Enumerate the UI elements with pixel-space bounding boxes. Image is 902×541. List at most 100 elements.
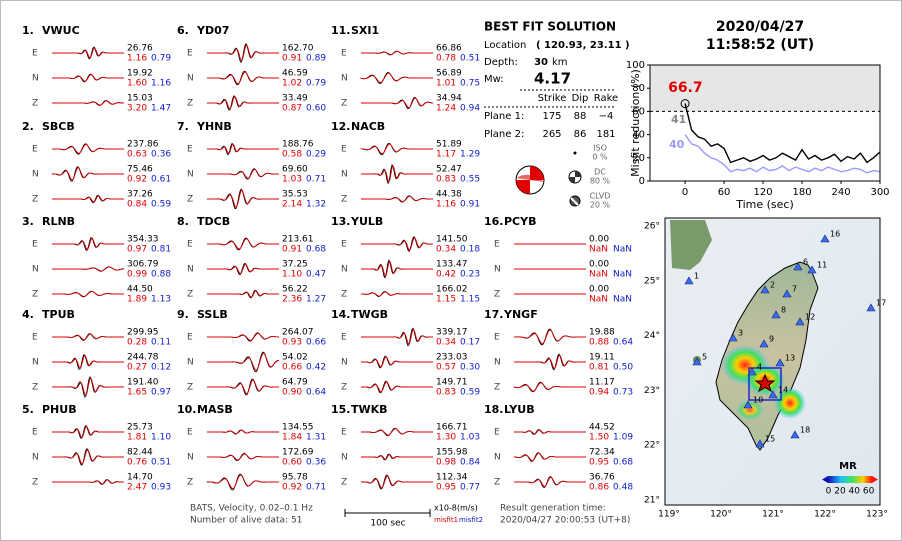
colorbar-labels: 0 20 40 60 bbox=[826, 487, 875, 497]
station-name: YHNB bbox=[196, 120, 232, 133]
component-label: N bbox=[494, 453, 501, 463]
station-marker bbox=[775, 358, 785, 367]
amplitude: 172.69 bbox=[282, 448, 314, 458]
misfit1: 0.34 bbox=[436, 338, 456, 348]
component-label: N bbox=[32, 453, 39, 463]
misfit1: 0.99 bbox=[127, 270, 147, 280]
plane-label: Plane 1: bbox=[484, 111, 524, 122]
component-label: Z bbox=[494, 290, 500, 300]
misfit2: 0.11 bbox=[151, 338, 171, 348]
solution-title: BEST FIT SOLUTION bbox=[484, 20, 616, 34]
amplitude: 25.73 bbox=[127, 423, 153, 433]
misfit1: 1.65 bbox=[127, 388, 147, 398]
amplitude: 0.00 bbox=[589, 235, 609, 245]
component-label: N bbox=[32, 358, 39, 368]
misfit1: 0.58 bbox=[282, 150, 302, 160]
waveform-synthetic bbox=[52, 449, 124, 465]
misfit2: 0.71 bbox=[306, 175, 326, 185]
component-label: Z bbox=[341, 99, 347, 109]
amplitude: 44.52 bbox=[589, 423, 615, 433]
component-label: N bbox=[187, 358, 194, 368]
misfit2: 0.51 bbox=[460, 54, 480, 64]
station-id: 1. bbox=[22, 24, 34, 37]
component-label: Z bbox=[187, 290, 193, 300]
misfit1: 0.93 bbox=[282, 338, 302, 348]
misfit2: 0.59 bbox=[460, 388, 480, 398]
misfit2: 1.10 bbox=[151, 433, 171, 443]
station-id: 7. bbox=[177, 120, 189, 133]
amplitude: 112.34 bbox=[436, 473, 468, 483]
component-label: N bbox=[341, 170, 348, 180]
waveform-synthetic bbox=[360, 72, 433, 83]
misfit2: 0.79 bbox=[306, 79, 326, 89]
component-label: E bbox=[494, 240, 500, 250]
amplitude: 299.95 bbox=[127, 328, 159, 338]
station-number: 12 bbox=[805, 313, 815, 322]
best-marker bbox=[680, 99, 690, 109]
component-label: Z bbox=[187, 383, 193, 393]
station-id: 8. bbox=[177, 215, 189, 228]
x-tick-label: 240 bbox=[831, 187, 850, 198]
waveform-synthetic bbox=[361, 428, 433, 436]
component-label: Z bbox=[341, 478, 347, 488]
x-tick-label: 120 bbox=[754, 187, 773, 198]
misfit1: 0.94 bbox=[589, 388, 609, 398]
amplitude: 0.00 bbox=[589, 260, 609, 270]
waveform-synthetic bbox=[207, 453, 279, 461]
epicenter bbox=[754, 373, 776, 393]
misfit1: 0.60 bbox=[282, 458, 302, 468]
y-tick-label: 20 bbox=[632, 153, 645, 164]
lat-label: 26° bbox=[644, 222, 660, 232]
location: ( 120.93, 23.11 ) bbox=[536, 40, 630, 51]
amplitude: 37.26 bbox=[127, 190, 153, 200]
misfit2: 1.03 bbox=[460, 433, 480, 443]
station-name: TDCB bbox=[197, 215, 230, 228]
waveform-synthetic bbox=[361, 237, 433, 251]
misfit-chart: Misfit reduction (%) Time (sec) 0 20 40 60 8… bbox=[626, 60, 890, 211]
misfit1: 1.89 bbox=[127, 295, 147, 305]
misfit1: 0.97 bbox=[127, 245, 147, 255]
amplitude: 213.61 bbox=[282, 235, 314, 245]
depth-label: Depth: bbox=[484, 57, 518, 68]
component-label: E bbox=[32, 333, 38, 343]
component-label: E bbox=[341, 240, 347, 250]
station-number: 9 bbox=[769, 335, 774, 344]
misfit2: 1.27 bbox=[306, 295, 326, 305]
component-label: E bbox=[187, 428, 193, 438]
misfit1: 2.47 bbox=[127, 483, 147, 493]
misfit2: NaN bbox=[613, 295, 632, 305]
colorbar bbox=[828, 476, 872, 483]
station-id: 18. bbox=[484, 403, 504, 416]
station-name: TWKB bbox=[351, 403, 388, 416]
scale-label: 100 sec bbox=[370, 519, 405, 529]
waveform-synthetic bbox=[51, 167, 124, 181]
station-marker bbox=[728, 333, 738, 342]
misfit1: 0.87 bbox=[282, 104, 302, 114]
misfit1: 1.30 bbox=[436, 433, 456, 443]
dc-icon bbox=[569, 171, 581, 183]
lat-label: 25° bbox=[644, 276, 660, 286]
amplitude: 26.76 bbox=[127, 44, 153, 54]
station-marker bbox=[747, 367, 757, 376]
component-label: E bbox=[187, 49, 193, 59]
station-name: PCYB bbox=[504, 215, 536, 228]
annotation: 41 bbox=[671, 113, 686, 126]
component-label: Z bbox=[341, 383, 347, 393]
misfit2: 0.55 bbox=[460, 175, 480, 185]
waveform-synthetic bbox=[360, 143, 433, 155]
depth: 30 bbox=[534, 57, 548, 68]
station-name: YNGF bbox=[503, 308, 538, 321]
x-tick-label: 60 bbox=[718, 187, 731, 198]
station-marker bbox=[820, 234, 830, 243]
misfit2: 0.68 bbox=[613, 458, 633, 468]
misfit2: 0.30 bbox=[460, 363, 480, 373]
component-label: E bbox=[494, 428, 500, 438]
location-label: Location bbox=[484, 40, 526, 51]
amplitude: 56.89 bbox=[436, 69, 462, 79]
component-label: N bbox=[187, 74, 194, 84]
component-label: Z bbox=[32, 195, 38, 205]
amplitude: 66.86 bbox=[436, 44, 462, 54]
station-id: 13. bbox=[331, 215, 351, 228]
amplitude: 51.89 bbox=[436, 140, 462, 150]
component-label: N bbox=[494, 358, 501, 368]
